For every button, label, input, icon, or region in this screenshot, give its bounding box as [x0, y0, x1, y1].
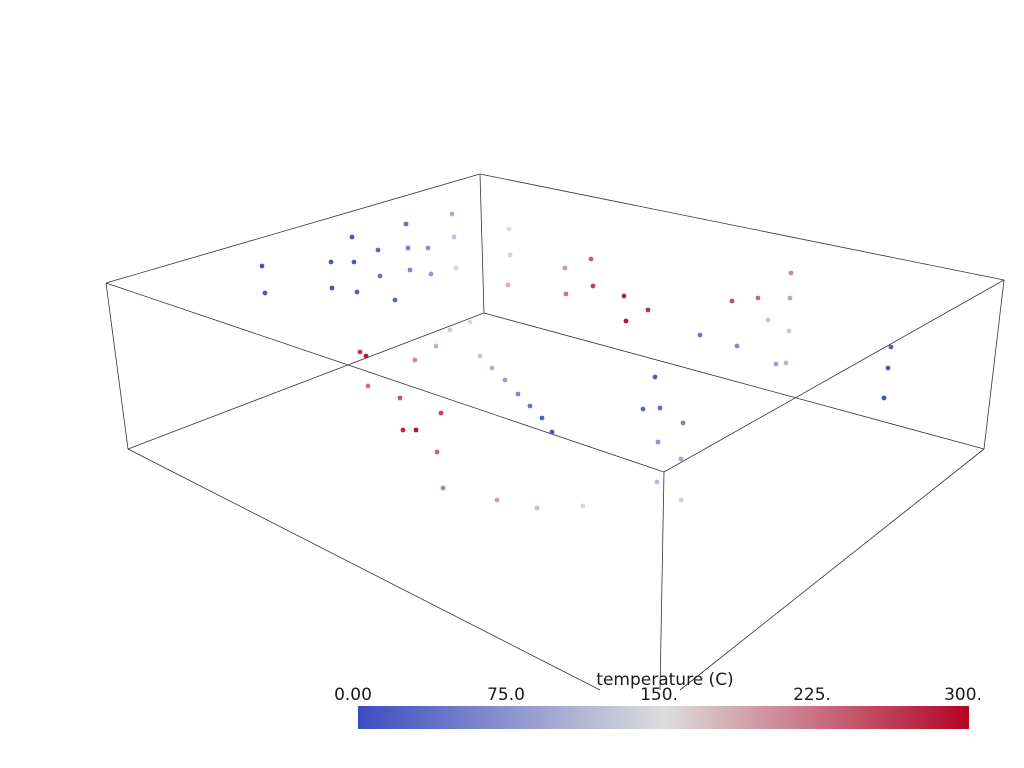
data-point [447, 327, 453, 333]
data-point [652, 374, 658, 380]
data-point [400, 427, 406, 433]
data-point [645, 307, 651, 313]
data-point [365, 383, 371, 389]
data-point [502, 377, 508, 383]
data-point [655, 439, 661, 445]
data-point [440, 485, 446, 491]
data-point [697, 332, 703, 338]
data-point [680, 420, 686, 426]
data-point [433, 343, 439, 349]
data-point [349, 234, 355, 240]
data-point [527, 403, 533, 409]
data-point [425, 245, 431, 251]
box-edge [105, 282, 129, 450]
box-edge [127, 312, 485, 450]
data-point [375, 247, 381, 253]
data-point [262, 290, 268, 296]
data-point [505, 282, 511, 288]
data-point [588, 256, 594, 262]
data-point [678, 497, 684, 503]
data-point [623, 318, 629, 324]
scalar-bar-title: temperature (C) [596, 670, 734, 690]
data-point [407, 267, 413, 273]
data-point [351, 259, 357, 265]
data-point [506, 226, 512, 232]
box-edge [663, 279, 1005, 473]
box-edge [659, 471, 665, 691]
box-edge [679, 448, 985, 691]
scalar-bar-tick-label: 150. [640, 685, 678, 705]
data-point [494, 497, 500, 503]
box-edge [127, 448, 601, 691]
data-point [678, 456, 684, 462]
data-point [467, 319, 473, 325]
data-point [489, 365, 495, 371]
data-point [657, 405, 663, 411]
data-point [405, 245, 411, 251]
data-point [885, 365, 891, 371]
data-point [534, 505, 540, 511]
data-point [786, 328, 792, 334]
data-point [377, 273, 383, 279]
data-point [507, 252, 513, 258]
data-point [734, 343, 740, 349]
data-point [392, 297, 398, 303]
box-edge [479, 173, 485, 314]
data-point [563, 291, 569, 297]
box-edge [479, 173, 1005, 281]
box-edge [983, 279, 1005, 450]
scalar-bar-tick-label: 0.00 [334, 685, 372, 705]
data-point [729, 298, 735, 304]
data-point [562, 265, 568, 271]
data-point [259, 263, 265, 269]
data-point [438, 410, 444, 416]
data-point [783, 360, 789, 366]
data-point [773, 361, 779, 367]
data-point [453, 265, 459, 271]
data-point [328, 259, 334, 265]
data-point [403, 221, 409, 227]
point-cloud [259, 211, 894, 511]
data-point [363, 353, 369, 359]
data-point [539, 415, 545, 421]
data-point [654, 479, 660, 485]
data-point [434, 449, 440, 455]
data-point [477, 353, 483, 359]
scalar-bar-tick-label: 225. [793, 685, 831, 705]
box-edge [483, 312, 985, 450]
data-point [354, 289, 360, 295]
data-point [787, 295, 793, 301]
data-point [428, 271, 434, 277]
data-point [788, 270, 794, 276]
data-point [888, 344, 894, 350]
data-point [397, 395, 403, 401]
data-point [515, 391, 521, 397]
data-point [755, 295, 761, 301]
data-point [881, 395, 887, 401]
data-point [640, 406, 646, 412]
data-point [765, 317, 771, 323]
scalar-bar-gradient [358, 706, 969, 729]
data-point [451, 234, 457, 240]
data-point [549, 429, 555, 435]
scalar-bar-tick-label: 75.0 [487, 685, 525, 705]
data-point [580, 503, 586, 509]
data-point [412, 357, 418, 363]
bounding-box-outline [105, 173, 1005, 691]
scalar-bar-tick-label: 300. [944, 685, 982, 705]
box-edge [105, 282, 665, 473]
data-point [357, 349, 363, 355]
data-point [590, 283, 596, 289]
data-point [413, 427, 419, 433]
box-edge [105, 173, 481, 284]
data-point [329, 285, 335, 291]
data-point [621, 293, 627, 299]
data-point [449, 211, 455, 217]
